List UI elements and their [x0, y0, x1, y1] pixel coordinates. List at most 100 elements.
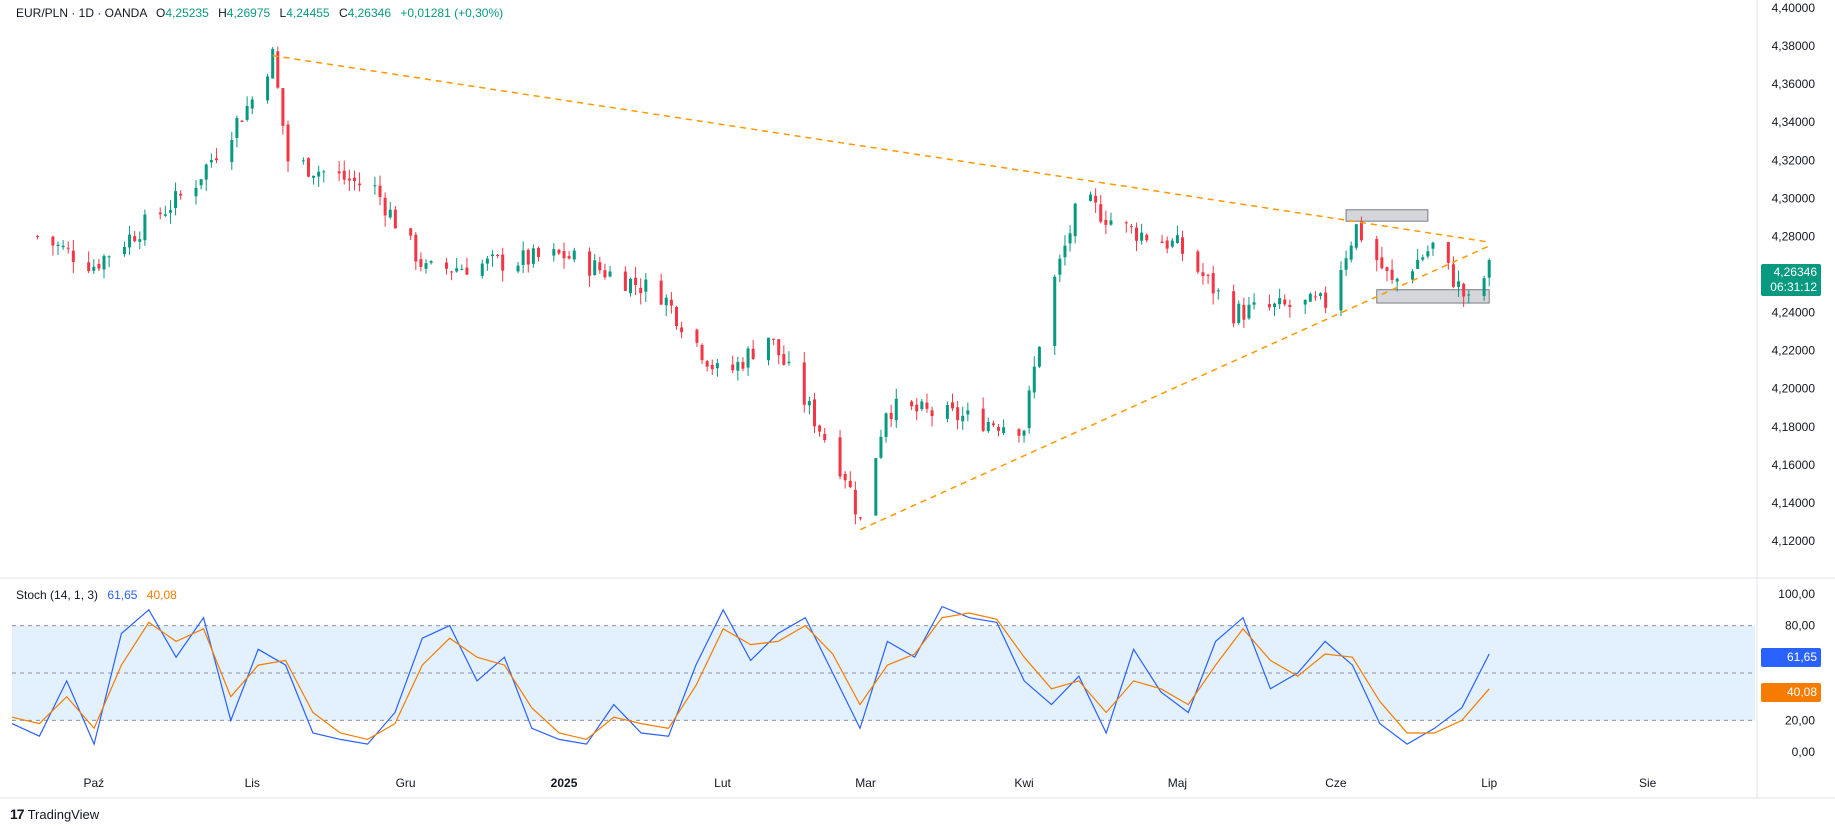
- price-tick-label: 4,22000: [1772, 344, 1816, 358]
- candle-down: [1196, 251, 1200, 272]
- candle-up: [1170, 240, 1174, 247]
- candle-up: [715, 363, 719, 369]
- open-label: O: [156, 6, 166, 20]
- tradingview-logo-icon: 17: [10, 806, 25, 822]
- time-tick-label: Paź: [83, 776, 104, 790]
- candle-up: [373, 185, 377, 187]
- candle-up: [986, 421, 990, 432]
- candle-down: [557, 249, 561, 254]
- candle-up: [746, 348, 750, 368]
- candle-up: [1482, 278, 1486, 297]
- candle-down: [705, 361, 709, 367]
- candle-down: [1181, 237, 1185, 254]
- candle-down: [843, 473, 847, 481]
- price-tick-label: 4,40000: [1772, 1, 1816, 15]
- candle-up: [204, 164, 208, 180]
- symbol-title[interactable]: EUR/PLN · 1D · OANDA: [16, 6, 147, 20]
- candle-up: [766, 337, 770, 361]
- open-value: 4,25235: [165, 6, 209, 20]
- candle-down: [1451, 264, 1455, 287]
- candle-down: [450, 271, 454, 273]
- candle-up: [807, 401, 811, 406]
- candle-up: [1273, 303, 1277, 308]
- close-value: 4,26346: [347, 6, 392, 20]
- candle-down: [409, 228, 413, 236]
- candle-up: [531, 248, 535, 264]
- candle-down: [1390, 269, 1394, 280]
- candle-up: [102, 255, 106, 270]
- time-tick-label: Kwi: [1014, 776, 1033, 790]
- candle-down: [1135, 227, 1139, 241]
- candle-down: [1288, 304, 1292, 307]
- candle-down: [1165, 240, 1169, 249]
- candle-up: [593, 260, 597, 276]
- brand-name: TradingView: [27, 806, 100, 822]
- candle-up: [552, 249, 556, 256]
- candle-up: [301, 160, 305, 162]
- candle-down: [393, 209, 397, 229]
- candle-down: [66, 247, 70, 249]
- candle-up: [1395, 278, 1399, 282]
- candle-down: [695, 329, 699, 343]
- candle-up: [1175, 235, 1179, 243]
- candle-down: [997, 427, 1001, 431]
- candle-down: [669, 299, 673, 306]
- candle-up: [1022, 430, 1026, 436]
- candle-up: [56, 244, 60, 247]
- candle-up: [1344, 258, 1348, 270]
- candle-down: [347, 178, 351, 181]
- trendline-0: [272, 54, 1490, 243]
- candle-down: [823, 433, 827, 441]
- candle-up: [1027, 390, 1031, 429]
- high-label: H: [218, 6, 227, 20]
- candle-down: [1283, 299, 1287, 305]
- tradingview-brand[interactable]: 17 TradingView: [10, 806, 99, 822]
- candle-up: [644, 279, 648, 292]
- candle-down: [858, 517, 862, 519]
- price-tick-label: 4,34000: [1772, 115, 1816, 129]
- stoch-tick-label: 0,00: [1792, 745, 1816, 759]
- candle-down: [1124, 222, 1128, 224]
- candle-down: [991, 423, 995, 426]
- candle-down: [741, 361, 745, 369]
- high-value: 4,26975: [226, 6, 271, 20]
- stoch-legend[interactable]: Stoch (14, 1, 3) 61,65 40,08: [16, 588, 177, 602]
- candle-up: [1354, 224, 1358, 248]
- candle-up: [485, 258, 489, 264]
- candle-up: [736, 361, 740, 371]
- candle-down: [496, 255, 500, 257]
- candle-down: [567, 256, 571, 259]
- time-tick-label: Lis: [245, 776, 260, 790]
- candle-up: [1308, 293, 1312, 302]
- candle-up: [1252, 302, 1256, 305]
- candle-down: [639, 287, 643, 294]
- candle-up: [174, 191, 178, 209]
- candle-down: [674, 307, 678, 327]
- candle-up: [1426, 251, 1430, 257]
- candle-down: [772, 338, 776, 340]
- candle-down: [1446, 242, 1450, 263]
- candle-down: [240, 120, 244, 122]
- candle-up: [894, 398, 898, 421]
- candle-up: [480, 263, 484, 276]
- candle-up: [209, 160, 213, 163]
- candle-up: [424, 263, 428, 269]
- candle-down: [1017, 429, 1021, 436]
- candle-up: [107, 256, 111, 258]
- candle-up: [235, 118, 239, 138]
- candle-up: [1349, 245, 1353, 260]
- price-tick-label: 4,28000: [1772, 229, 1816, 243]
- candle-down: [444, 262, 448, 269]
- candle-down: [71, 250, 75, 262]
- candle-up: [199, 179, 203, 186]
- candle-up: [1032, 366, 1036, 393]
- candle-down: [214, 158, 218, 161]
- stoch-d-tag: 40,08: [1761, 683, 1821, 702]
- candle-down: [710, 364, 714, 370]
- candle-up: [920, 401, 924, 410]
- candle-up: [92, 266, 96, 271]
- candle-up: [1247, 304, 1251, 319]
- candle-up: [1089, 194, 1093, 201]
